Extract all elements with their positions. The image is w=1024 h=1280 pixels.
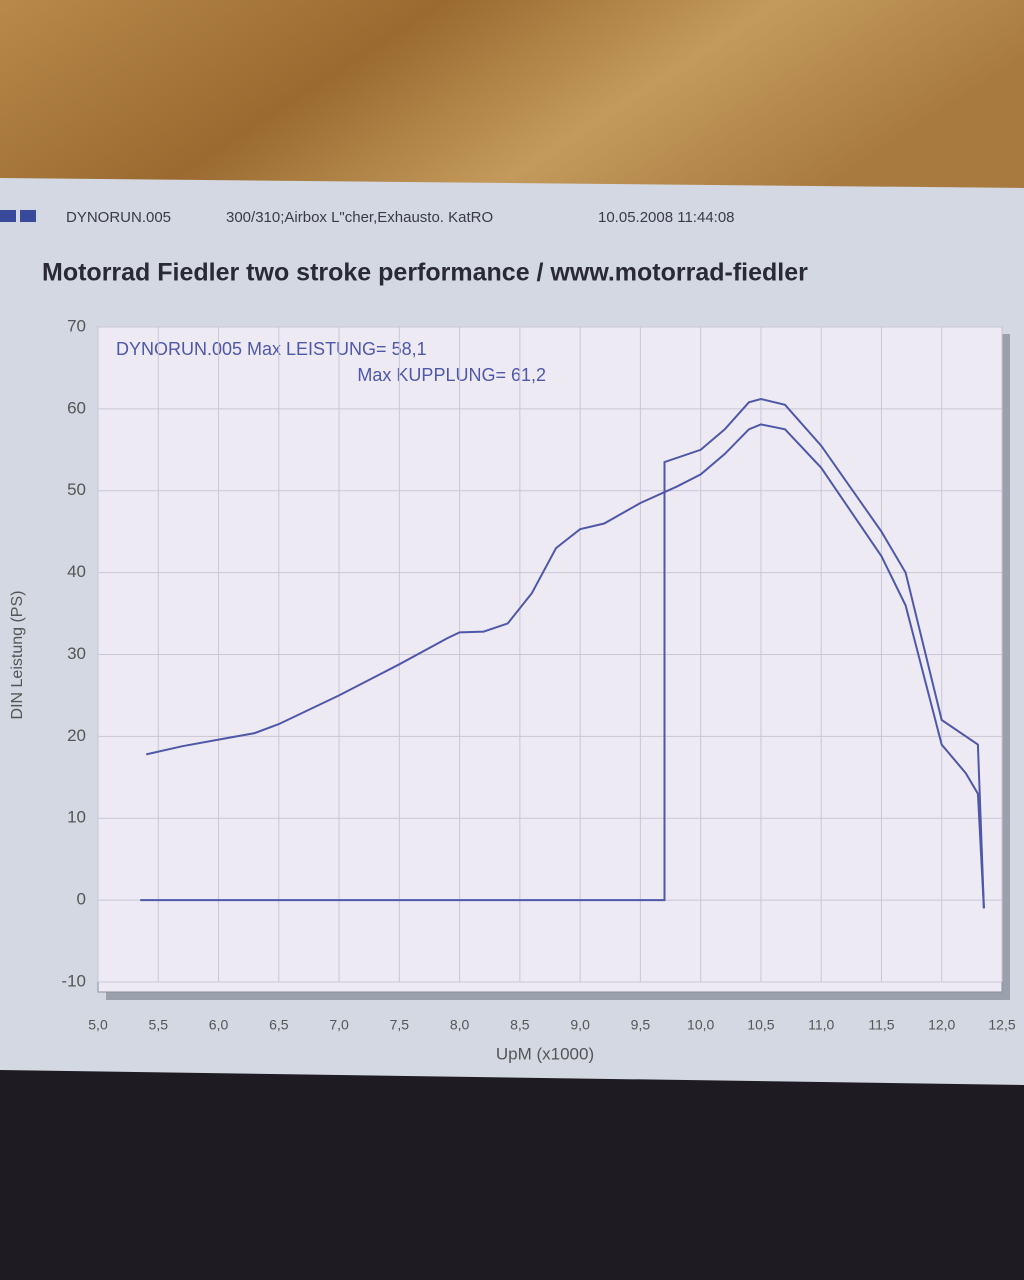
line-series xyxy=(145,423,985,909)
y-tick-label: 70 xyxy=(67,316,86,335)
x-tick-label: 6,5 xyxy=(269,1017,289,1033)
y-tick-label: 40 xyxy=(67,562,86,581)
carpet-background xyxy=(0,1060,1024,1280)
annotation: DYNORUN.005 Max LEISTUNG= 58,1 xyxy=(116,339,427,359)
x-tick-label: 7,5 xyxy=(390,1017,410,1033)
chart-title: Motorrad Fiedler two stroke performance … xyxy=(42,259,808,287)
x-tick-label: 12,0 xyxy=(928,1017,955,1033)
y-tick-label: 0 xyxy=(77,890,86,909)
header-setup: 300/310;Airbox L"cher,Exhausto. KatRO xyxy=(226,209,493,226)
y-tick-label: 50 xyxy=(67,480,86,499)
x-tick-label: 12,5 xyxy=(988,1017,1015,1033)
x-tick-label: 10,5 xyxy=(747,1017,774,1033)
y-tick-label: 10 xyxy=(67,808,86,827)
header-icon xyxy=(20,210,36,222)
y-tick-label: -10 xyxy=(61,971,86,990)
x-tick-label: 6,0 xyxy=(209,1017,229,1033)
x-axis-label: UpM (x1000) xyxy=(496,1044,594,1063)
x-tick-label: 11,0 xyxy=(808,1017,834,1033)
line-series xyxy=(140,397,985,909)
annotation: Max KUPPLUNG= 61,2 xyxy=(357,365,546,385)
x-tick-label: 9,5 xyxy=(631,1017,651,1033)
header-icon xyxy=(0,210,16,222)
x-tick-label: 9,0 xyxy=(570,1017,590,1033)
x-tick-label: 5,0 xyxy=(88,1017,108,1033)
y-tick-label: 20 xyxy=(67,726,86,745)
header-run: DYNORUN.005 xyxy=(66,209,171,226)
x-tick-label: 10,0 xyxy=(687,1017,714,1033)
y-tick-label: 60 xyxy=(67,398,86,417)
y-axis-label: DIN Leistung (PS) xyxy=(9,591,26,720)
x-tick-label: 8,5 xyxy=(510,1017,530,1033)
plot-area xyxy=(97,326,1003,993)
x-tick-label: 11,5 xyxy=(868,1017,894,1033)
wood-background xyxy=(0,0,1024,200)
y-tick-label: 30 xyxy=(67,644,86,663)
x-tick-label: 8,0 xyxy=(450,1017,470,1033)
x-tick-label: 5,5 xyxy=(149,1017,169,1033)
x-tick-label: 7,0 xyxy=(329,1017,349,1033)
header-timestamp: 10.05.2008 11:44:08 xyxy=(598,209,735,226)
